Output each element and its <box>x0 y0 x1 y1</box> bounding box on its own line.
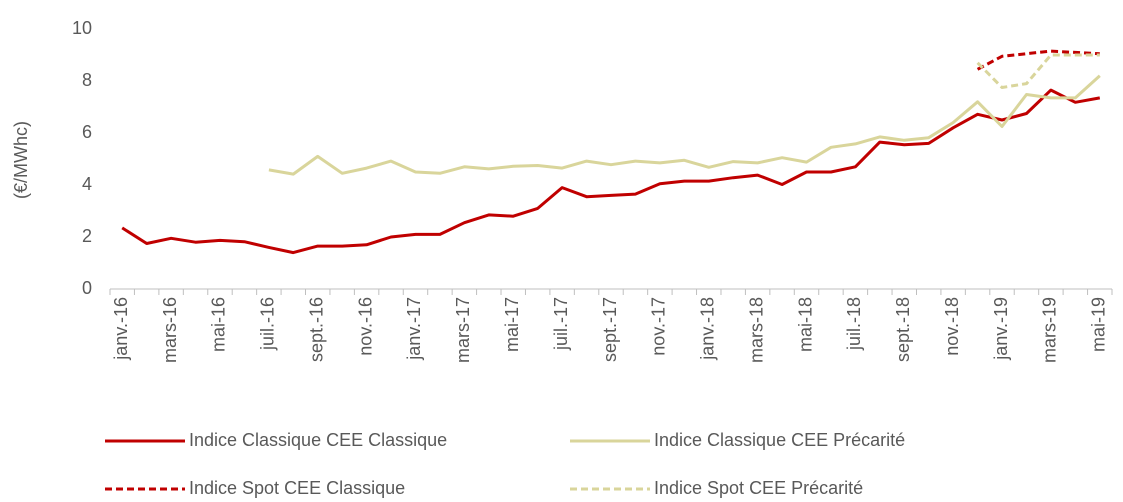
x-tick-label: mai-17 <box>502 297 522 352</box>
x-tick-label: mars-17 <box>453 297 473 363</box>
x-tick-label: mai-16 <box>209 297 229 352</box>
series-line <box>268 74 1101 176</box>
y-tick-label: 2 <box>82 226 92 246</box>
x-tick-label: mars-18 <box>746 297 766 363</box>
x-tick-label: mars-19 <box>1040 297 1060 363</box>
y-tick-label: 10 <box>72 18 92 38</box>
x-tick-label: nov.-17 <box>649 297 669 356</box>
legend-label: Indice Classique CEE Précarité <box>654 430 905 450</box>
series-line <box>976 49 1100 71</box>
legend-label: Indice Spot CEE Classique <box>189 478 405 498</box>
y-tick-label: 6 <box>82 122 92 142</box>
y-tick-label: 4 <box>82 174 92 194</box>
x-tick-label: nov.-16 <box>355 297 375 356</box>
y-axis-label: (€/MWhc) <box>11 121 31 199</box>
y-tick-label: 0 <box>82 278 92 298</box>
x-tick-label: nov.-18 <box>942 297 962 356</box>
x-tick-label: mai-18 <box>795 297 815 352</box>
x-tick-label: janv.-16 <box>111 297 131 361</box>
series-line <box>976 53 1100 89</box>
series-line <box>121 88 1101 255</box>
legend-label: Indice Classique CEE Classique <box>189 430 447 450</box>
x-tick-label: juil.-17 <box>551 297 571 351</box>
x-tick-label: janv.-17 <box>404 297 424 361</box>
x-tick-label: sept.-17 <box>600 297 620 362</box>
y-tick-label: 8 <box>82 70 92 90</box>
legend-label: Indice Spot CEE Précarité <box>654 478 863 498</box>
x-tick-label: mai-19 <box>1089 297 1109 352</box>
x-tick-label: sept.-18 <box>893 297 913 362</box>
x-tick-label: juil.-16 <box>258 297 278 351</box>
x-tick-label: janv.-18 <box>698 297 718 361</box>
x-tick-label: juil.-18 <box>844 297 864 351</box>
x-tick-label: janv.-19 <box>991 297 1011 361</box>
x-tick-label: mars-16 <box>160 297 180 363</box>
x-tick-label: sept.-16 <box>306 297 326 362</box>
